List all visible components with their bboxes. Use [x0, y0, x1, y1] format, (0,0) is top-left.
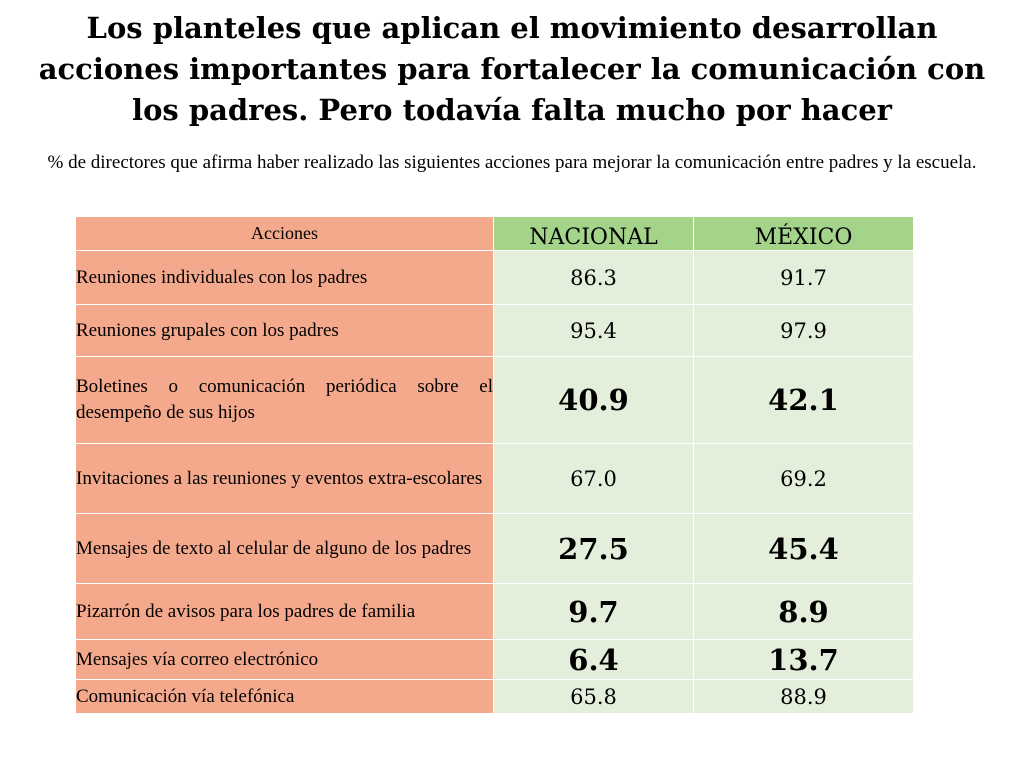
mexico-value: 97.9: [693, 304, 914, 357]
action-cell: Mensajes vía correo electrónico: [75, 639, 494, 680]
nacional-value: 86.3: [493, 250, 694, 305]
mexico-value: 8.9: [693, 583, 914, 640]
mexico-value: 91.7: [693, 250, 914, 305]
action-cell: Mensajes de texto al celular de alguno d…: [75, 513, 494, 584]
action-cell: Comunicación vía telefónica: [75, 679, 494, 714]
mexico-value: 45.4: [693, 513, 914, 584]
action-cell: Reuniones individuales con los padres: [75, 250, 494, 305]
mexico-value: 42.1: [693, 356, 914, 444]
action-cell: Invitaciones a las reuniones y eventos e…: [75, 443, 494, 514]
table-row: Pizarrón de avisos para los padres de fa…: [75, 583, 914, 640]
table-row: Reuniones grupales con los padres 95.4 9…: [75, 304, 914, 357]
actions-table: Acciones NACIONAL MÉXICO Reuniones indiv…: [75, 216, 914, 714]
slide-title: Los planteles que aplican el movimiento …: [38, 11, 986, 127]
table-header-row: Acciones NACIONAL MÉXICO: [75, 216, 914, 251]
table-row: Comunicación vía telefónica 65.8 88.9: [75, 679, 914, 714]
action-cell: Boletines o comunicación periódica sobre…: [75, 356, 494, 444]
mexico-value: 69.2: [693, 443, 914, 514]
header-nacional: NACIONAL: [493, 216, 694, 251]
table-row: Mensajes de texto al celular de alguno d…: [75, 513, 914, 584]
mexico-value: 13.7: [693, 639, 914, 680]
nacional-value: 6.4: [493, 639, 694, 680]
action-cell: Pizarrón de avisos para los padres de fa…: [75, 583, 494, 640]
nacional-value: 95.4: [493, 304, 694, 357]
nacional-value: 65.8: [493, 679, 694, 714]
nacional-value: 67.0: [493, 443, 694, 514]
mexico-value: 88.9: [693, 679, 914, 714]
table-row: Invitaciones a las reuniones y eventos e…: [75, 443, 914, 514]
nacional-value: 9.7: [493, 583, 694, 640]
header-mexico: MÉXICO: [693, 216, 914, 251]
table-row: Boletines o comunicación periódica sobre…: [75, 356, 914, 444]
action-cell: Reuniones grupales con los padres: [75, 304, 494, 357]
slide-subtitle: % de directores que afirma haber realiza…: [47, 152, 977, 173]
nacional-value: 27.5: [493, 513, 694, 584]
header-acciones: Acciones: [75, 216, 494, 251]
nacional-value: 40.9: [493, 356, 694, 444]
table-row: Reuniones individuales con los padres 86…: [75, 250, 914, 305]
table-row: Mensajes vía correo electrónico 6.4 13.7: [75, 639, 914, 680]
